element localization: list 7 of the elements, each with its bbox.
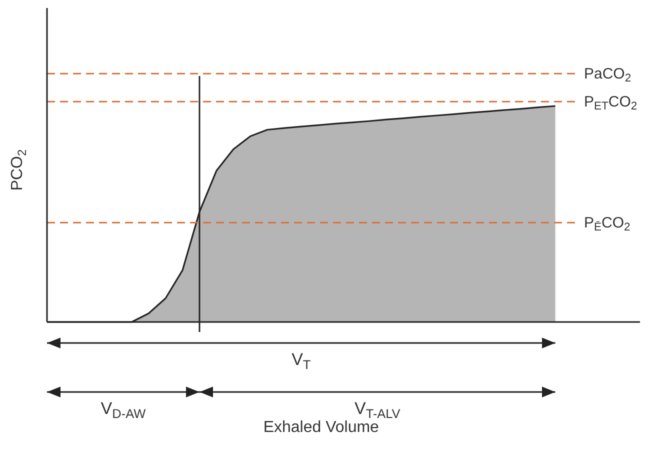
text: V$_{T-ALV}$ xyxy=(354,399,401,421)
ref-line-label: P$_{Ē}$CO$_{2}$ xyxy=(584,214,630,234)
ref-line-label: P$_{ET}$CO$_{2}$ xyxy=(584,94,638,113)
ref-line-label: PaCO$_{2}$ xyxy=(584,66,632,85)
text: V$_{D-AW}$ xyxy=(100,399,146,421)
text: Exhaled Volume xyxy=(263,419,380,436)
text: V$_{T}$ xyxy=(292,350,311,372)
